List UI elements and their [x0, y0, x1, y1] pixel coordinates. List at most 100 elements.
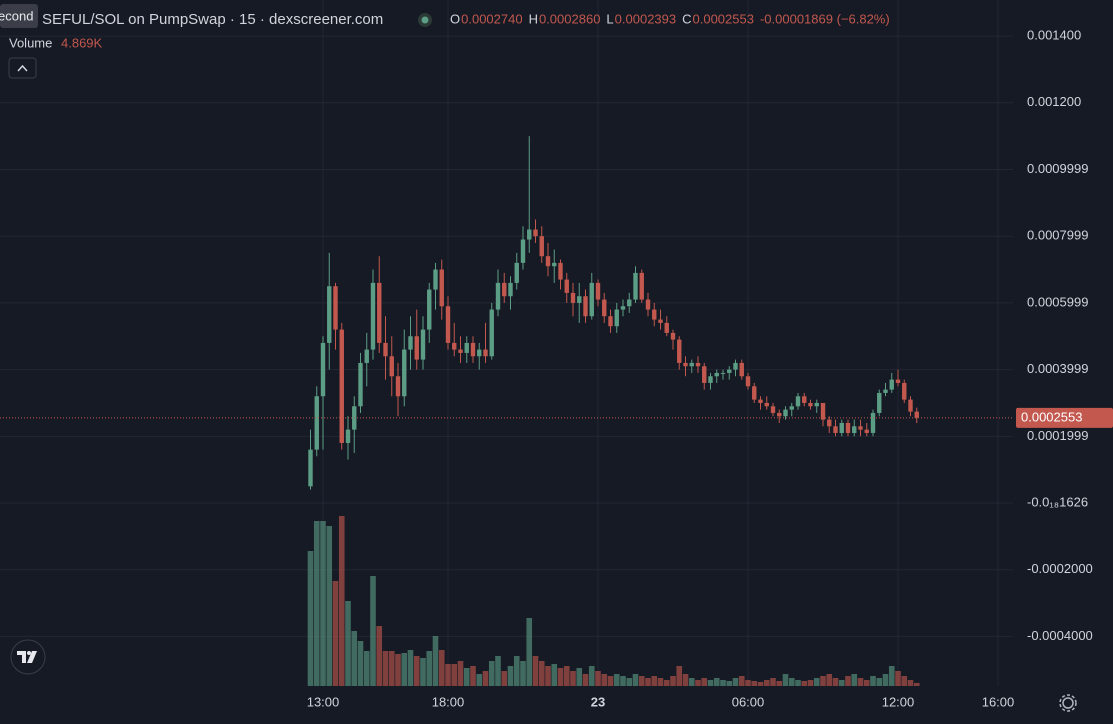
y-tick-label: 0.001400	[1027, 28, 1081, 43]
candle-body	[527, 229, 532, 240]
candle-body	[314, 396, 319, 450]
y-tick-label: 0.0001999	[1027, 428, 1088, 443]
candle-body	[508, 282, 513, 297]
x-tick-label: 13:00	[307, 694, 340, 709]
volume-bar	[863, 680, 870, 686]
volume-bar	[482, 671, 489, 686]
volume-bar	[495, 656, 501, 686]
volume-bar	[595, 671, 601, 686]
candle-body	[789, 406, 794, 410]
volume-bar	[420, 658, 426, 686]
tv-logo[interactable]	[10, 639, 46, 675]
volume-bar	[388, 651, 395, 686]
candle-body	[677, 339, 682, 363]
volume-bar	[838, 680, 845, 686]
collapse-button[interactable]	[8, 57, 37, 79]
candle-body	[658, 319, 663, 323]
volume-bar	[438, 650, 445, 686]
candle-body	[564, 279, 569, 293]
candle-body	[402, 349, 407, 397]
gear-teeth	[1059, 694, 1077, 712]
candle-body	[452, 342, 457, 350]
candle-body	[483, 349, 488, 357]
candle-body	[808, 402, 813, 407]
ohlc-value: 0.0002740	[461, 11, 522, 26]
collapse-icon	[17, 64, 28, 72]
volume-layer	[307, 516, 920, 686]
candle-body	[802, 396, 807, 403]
volume-bar	[313, 521, 320, 686]
volume-bar	[757, 682, 764, 686]
volume-bar	[357, 641, 364, 686]
volume-bar	[670, 676, 676, 686]
volume-bar	[626, 678, 633, 686]
candle-body	[433, 269, 438, 290]
x-tick-label: 06:00	[732, 694, 765, 709]
volume-bar	[463, 668, 470, 686]
volume-bar	[520, 661, 526, 686]
candle-body	[539, 236, 544, 257]
candle-body	[583, 296, 588, 317]
candle-body	[364, 349, 369, 363]
volume-bar	[457, 661, 464, 686]
candle-body	[745, 376, 751, 387]
volume-bar	[763, 680, 770, 686]
volume-bar	[370, 576, 376, 686]
candle-body	[758, 399, 763, 403]
candle-body	[339, 329, 344, 443]
volume-bar	[538, 661, 545, 686]
candle-body	[889, 379, 894, 390]
volume-bar	[657, 678, 664, 686]
candle-body	[827, 419, 832, 427]
volume-bar	[426, 651, 433, 686]
candle-body	[870, 412, 876, 433]
tooltip-box	[0, 4, 38, 28]
candle-body	[908, 399, 913, 412]
logo-mark	[17, 651, 37, 663]
candle-body	[708, 376, 713, 383]
volume-bar	[432, 636, 439, 686]
candle-body	[414, 336, 419, 360]
candle-body	[495, 282, 501, 310]
volume-bar	[363, 651, 370, 686]
candle-body	[477, 349, 482, 357]
settings-button[interactable]	[1059, 694, 1077, 712]
candle-body	[602, 299, 607, 317]
candle-body	[670, 332, 676, 340]
volume-bar	[870, 676, 876, 686]
x-tick-label: 23	[591, 694, 605, 709]
candle-body	[770, 406, 776, 413]
candle-body	[820, 402, 826, 420]
candle-body	[683, 362, 688, 367]
candle-body	[645, 299, 651, 310]
y-tick-label: -0.0₁₈1626	[1027, 494, 1088, 509]
axes-layer: 0.001400 0.001200 0.0009999 0.0007999 0.0005…	[0, 28, 1113, 709]
gear-inner	[1062, 697, 1074, 709]
volume-bar	[776, 681, 783, 686]
volume-bar	[820, 676, 826, 686]
candle-body	[777, 412, 782, 417]
volume-bar	[407, 650, 414, 686]
volume-bar	[851, 674, 858, 686]
volume-bar	[576, 668, 583, 686]
candle-body	[333, 286, 338, 330]
candle-body	[639, 272, 644, 300]
volume-bar	[732, 678, 739, 686]
candle-body	[470, 342, 476, 357]
candle-body	[370, 282, 376, 350]
candle-body	[895, 379, 901, 383]
volume-bar	[551, 664, 558, 686]
volume-bar	[470, 666, 476, 686]
candle-body	[689, 362, 694, 367]
volume-bar	[526, 618, 533, 686]
candle-body	[720, 372, 726, 374]
ohlc-value: 0.0002860	[539, 11, 600, 26]
y-tick-label: 0.0005999	[1027, 294, 1088, 309]
candle-body	[408, 336, 413, 350]
volume-value: 4.869K	[61, 35, 103, 50]
volume-bar	[701, 678, 708, 686]
candle-body	[308, 449, 313, 487]
candle-body	[514, 262, 519, 283]
